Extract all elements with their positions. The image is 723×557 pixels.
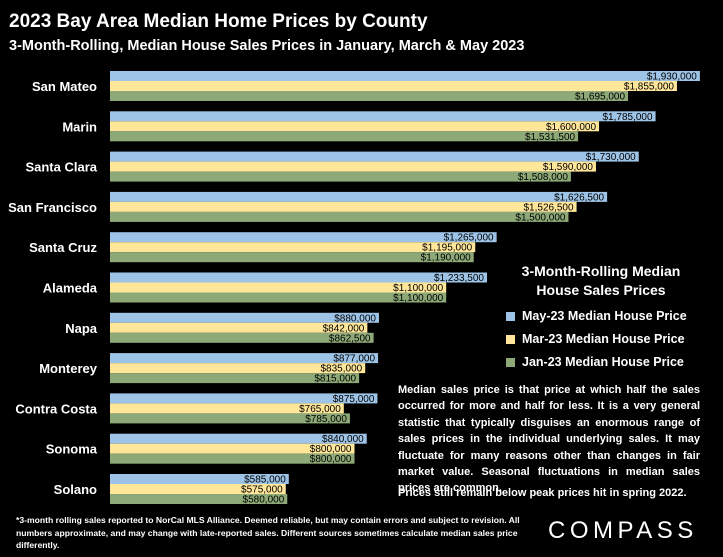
- bar-may-marin: [110, 111, 656, 122]
- legend-swatch-jan: [506, 357, 515, 367]
- bar-jan-san-mateo: [110, 91, 629, 101]
- data-label-mar-sonoma: $800,000: [310, 444, 352, 455]
- data-label-mar-marin: $1,600,000: [546, 122, 596, 133]
- data-label-may-san-francisco: $1,626,500: [554, 192, 604, 203]
- data-label-may-solano: $585,000: [244, 475, 286, 486]
- county-label-napa: Napa: [65, 321, 98, 336]
- data-label-mar-san-francisco: $1,526,500: [523, 202, 573, 213]
- data-label-jan-monterey: $815,000: [314, 374, 356, 385]
- bar-jan-san-francisco: [110, 211, 569, 222]
- data-label-mar-santa-clara: $1,590,000: [543, 162, 593, 173]
- county-label-alameda: Alameda: [43, 281, 98, 296]
- legend-title: 3-Month-Rolling Median House Sales Price…: [506, 262, 696, 300]
- legend-item-jan: Jan-23 Median House Price: [506, 355, 706, 369]
- data-label-may-contra-costa: $875,000: [333, 394, 375, 405]
- data-label-jan-contra-costa: $785,000: [305, 414, 347, 425]
- county-label-sonoma: Sonoma: [46, 442, 98, 457]
- median-explanation-note: Median sales price is that price at whic…: [398, 384, 700, 495]
- bar-may-alameda: [110, 272, 488, 283]
- bar-mar-marin: [110, 121, 600, 132]
- bar-jan-sonoma: [110, 453, 355, 464]
- data-label-jan-sonoma: $800,000: [310, 454, 352, 465]
- bar-jan-contra-costa: [110, 413, 350, 424]
- data-label-mar-contra-costa: $765,000: [299, 404, 341, 415]
- bar-may-contra-costa: [110, 393, 378, 404]
- data-label-jan-napa: $862,500: [329, 333, 371, 344]
- legend-swatch-may: [506, 311, 515, 321]
- legend-label-jan: Jan-23 Median House Price: [522, 355, 684, 369]
- bar-mar-napa: [110, 322, 368, 333]
- county-label-santa-cruz: Santa Cruz: [29, 240, 97, 255]
- bar-may-napa: [110, 312, 379, 323]
- data-label-mar-napa: $842,000: [323, 323, 365, 334]
- bar-jan-santa-clara: [110, 171, 571, 182]
- data-label-mar-solano: $575,000: [241, 485, 283, 496]
- bar-jan-napa: [110, 332, 374, 343]
- bar-mar-sonoma: [110, 443, 355, 454]
- legend: 3-Month-Rolling Median House Sales Price…: [506, 262, 706, 369]
- bar-mar-monterey: [110, 363, 366, 374]
- bar-mar-solano: [110, 484, 286, 494]
- data-label-jan-santa-clara: $1,508,000: [518, 172, 568, 183]
- bar-may-monterey: [110, 353, 379, 364]
- bar-chart: San Mateo $1,930,000$1,855,000$1,695,000 M…: [8, 71, 700, 506]
- county-label-san-francisco: San Francisco: [8, 200, 97, 215]
- data-label-jan-marin: $1,531,500: [525, 132, 575, 143]
- chart-subtitle: 3-Month-Rolling, Median House Sales Pric…: [9, 38, 525, 54]
- data-label-mar-santa-cruz: $1,195,000: [422, 243, 472, 254]
- bar-jan-santa-cruz: [110, 252, 474, 263]
- legend-title-line1: 3-Month-Rolling Median: [521, 263, 681, 279]
- bar-mar-san-francisco: [110, 201, 577, 212]
- data-label-may-monterey: $877,000: [333, 354, 375, 365]
- data-label-may-marin: $1,785,000: [603, 112, 653, 123]
- chart-title: 2023 Bay Area Median Home Prices by Coun…: [9, 11, 428, 32]
- county-label-san-mateo: San Mateo: [32, 79, 97, 94]
- bar-jan-marin: [110, 131, 579, 142]
- county-label-solano: Solano: [54, 482, 97, 497]
- legend-item-mar: Mar-23 Median House Price: [506, 332, 706, 346]
- legend-swatch-mar: [506, 334, 515, 344]
- data-label-may-napa: $880,000: [334, 313, 376, 324]
- legend-item-may: May-23 Median House Price: [506, 309, 706, 323]
- data-label-mar-san-mateo: $1,855,000: [624, 82, 674, 93]
- county-label-santa-clara: Santa Clara: [25, 160, 97, 175]
- county-label-monterey: Monterey: [39, 361, 98, 376]
- bar-may-sonoma: [110, 433, 367, 444]
- source-footnote: *3-month rolling sales reported to NorCa…: [16, 515, 520, 551]
- compass-logo: COMPASS: [548, 517, 698, 544]
- county-label-contra-costa: Contra Costa: [15, 401, 97, 416]
- legend-label-may: May-23 Median House Price: [522, 309, 687, 323]
- bar-mar-alameda: [110, 282, 447, 293]
- bar-jan-alameda: [110, 292, 447, 303]
- data-label-jan-solano: $580,000: [243, 495, 285, 506]
- data-label-may-santa-cruz: $1,265,000: [444, 233, 494, 244]
- data-label-jan-santa-cruz: $1,190,000: [421, 253, 471, 264]
- data-label-may-santa-clara: $1,730,000: [586, 152, 636, 163]
- data-label-may-san-mateo: $1,930,000: [647, 72, 697, 83]
- county-label-marin: Marin: [62, 119, 97, 134]
- bar-mar-santa-cruz: [110, 242, 476, 253]
- data-label-jan-san-francisco: $1,500,000: [515, 212, 565, 223]
- data-label-mar-monterey: $835,000: [320, 364, 362, 375]
- bar-jan-solano: [110, 494, 288, 504]
- bar-may-santa-cruz: [110, 232, 497, 243]
- legend-label-mar: Mar-23 Median House Price: [522, 332, 685, 346]
- data-label-jan-san-mateo: $1,695,000: [575, 92, 625, 103]
- legend-title-line2: House Sales Prices: [536, 282, 666, 298]
- data-label-may-sonoma: $840,000: [322, 434, 364, 445]
- peak-prices-note: Prices still remain below peak prices hi…: [398, 487, 687, 499]
- data-label-may-alameda: $1,233,500: [434, 273, 484, 284]
- bar-mar-santa-clara: [110, 161, 596, 172]
- data-label-jan-alameda: $1,100,000: [393, 293, 443, 304]
- bar-mar-contra-costa: [110, 403, 344, 414]
- bar-may-santa-clara: [110, 151, 639, 162]
- bar-may-san-francisco: [110, 191, 608, 202]
- data-label-mar-alameda: $1,100,000: [393, 283, 443, 294]
- bar-jan-monterey: [110, 373, 360, 384]
- bar-mar-san-mateo: [110, 81, 677, 91]
- bar-may-san-mateo: [110, 71, 700, 81]
- bar-may-solano: [110, 474, 289, 484]
